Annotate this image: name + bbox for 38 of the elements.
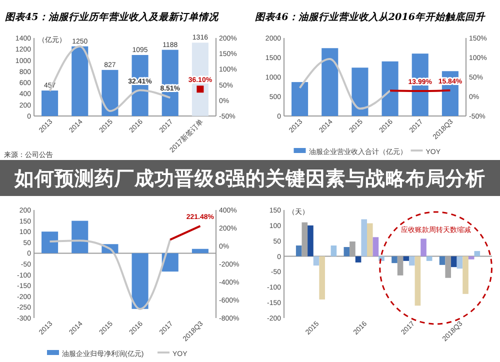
bar [296,245,302,256]
bar [462,256,468,294]
bar [382,61,398,116]
bar [474,251,480,256]
bar [192,248,208,254]
chart-title: 图表46：油服行业营业收入从2016年开始触底回升 [255,11,486,23]
bar [366,223,373,256]
bar [292,82,308,116]
bar [322,48,338,116]
bar [313,256,320,266]
bar [308,225,314,256]
bar [132,253,148,309]
chart-title: 图表45：油服行业历年营业收入及最新订单情况 [5,11,220,23]
bar [72,220,88,254]
bar [361,219,367,256]
line-series [48,238,172,310]
bar [414,256,421,306]
bar [72,46,88,116]
bar [355,256,362,262]
bar [409,256,415,266]
bar [330,245,337,256]
bar [392,256,398,264]
bar [42,90,58,116]
bar [439,256,446,265]
bar [451,256,457,268]
bar [403,256,410,261]
bar [420,238,426,256]
bar [456,256,463,269]
bar [344,247,350,256]
bar [319,256,325,300]
bar [468,256,474,260]
bar [102,70,118,116]
bar [372,237,379,256]
bar [42,232,58,254]
line-series [298,58,392,110]
text: 如何预测药厂成功晋级8强的关键因素与战略布局分析 [14,167,486,190]
bar [352,68,368,116]
bar [426,256,432,261]
